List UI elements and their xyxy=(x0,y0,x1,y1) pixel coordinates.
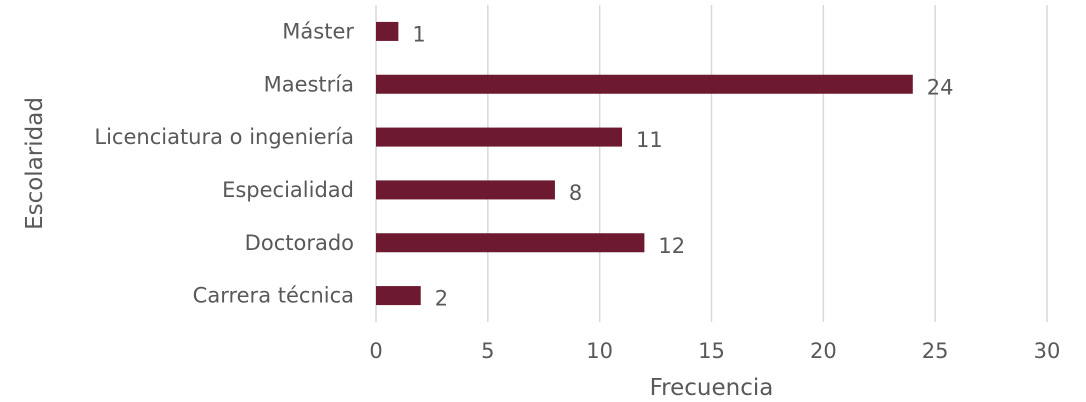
data-label-4: 12 xyxy=(658,234,685,258)
category-label-2: Licenciatura o ingeniería xyxy=(94,125,354,149)
category-label-3: Especialidad xyxy=(222,178,354,202)
category-label-0: Máster xyxy=(282,19,354,43)
x-tick-label-6: 30 xyxy=(1034,339,1061,363)
data-label-2: 11 xyxy=(636,128,663,152)
data-label-3: 8 xyxy=(569,181,582,205)
x-tick-label-4: 20 xyxy=(810,339,837,363)
data-label-0: 1 xyxy=(412,22,425,46)
bar-3 xyxy=(376,180,555,200)
category-labels: Máster Maestría Licenciatura o ingeniería E… xyxy=(94,19,354,307)
bar-2 xyxy=(376,127,623,147)
x-tick-label-2: 10 xyxy=(586,339,613,363)
bar-1 xyxy=(376,74,913,94)
x-tick-label-3: 15 xyxy=(698,339,725,363)
x-tick-label-0: 0 xyxy=(369,339,382,363)
gridlines xyxy=(375,5,1048,322)
category-label-4: Doctorado xyxy=(245,231,354,255)
bar-5 xyxy=(376,286,421,306)
x-axis-title: Frecuencia xyxy=(650,375,774,401)
category-label-5: Carrera técnica xyxy=(193,284,354,308)
x-tick-label-1: 5 xyxy=(481,339,494,363)
bar-0 xyxy=(376,21,399,41)
x-tick-label-5: 25 xyxy=(922,339,949,363)
data-labels: 1 24 11 8 12 2 xyxy=(412,22,953,310)
bars xyxy=(376,21,913,306)
bar-4 xyxy=(376,233,645,253)
x-tick-labels: 0 5 10 15 20 25 30 xyxy=(369,339,1060,363)
data-label-1: 24 xyxy=(927,75,954,99)
category-label-1: Maestría xyxy=(264,72,354,96)
data-label-5: 2 xyxy=(435,287,448,311)
y-axis-title: Escolaridad xyxy=(22,97,48,230)
